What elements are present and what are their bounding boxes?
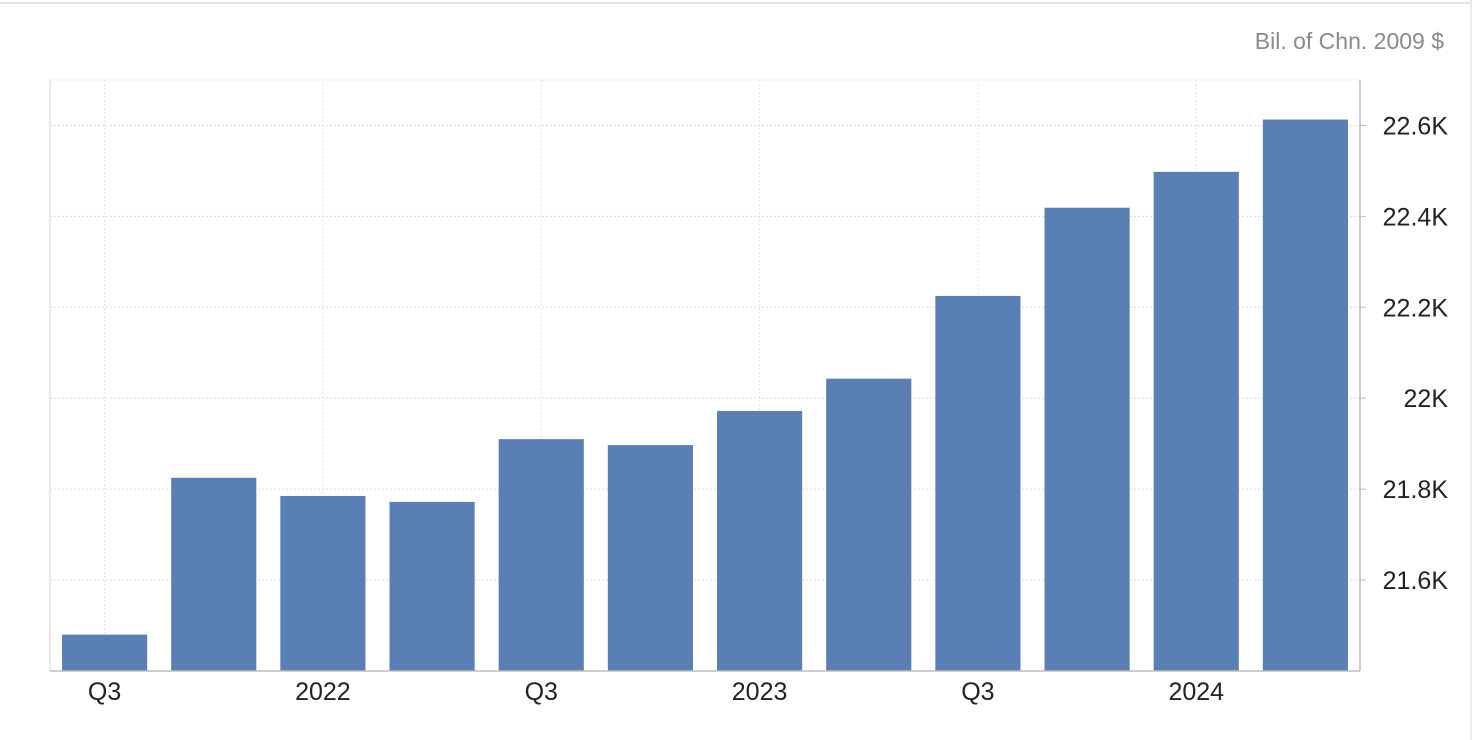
axes-layer: Q3 2022 Q3 2023 Q3 2024 21.6K 21.8K 22K 22.2K 22.4…	[50, 80, 1448, 706]
top-frame-border	[0, 0, 1472, 4]
right-frame-border	[1470, 0, 1472, 740]
y-tick-label: 22.6K	[1383, 112, 1449, 140]
bar-q2	[1262, 119, 1348, 672]
y-tick-label: 22.4K	[1383, 203, 1449, 231]
y-tick-label: 22K	[1404, 385, 1449, 413]
x-tick-label: Q3	[961, 678, 994, 706]
bar-2023	[717, 410, 803, 671]
bar-q2	[389, 501, 475, 671]
y-tick-label: 22.2K	[1383, 294, 1449, 322]
bar-2024	[1153, 171, 1239, 671]
x-tick-label: Q3	[88, 678, 121, 706]
y-tick-label: 21.8K	[1383, 476, 1449, 504]
y-tick-label: 21.6K	[1383, 567, 1449, 595]
bar-2022	[280, 495, 366, 671]
x-tick-label: 2023	[732, 678, 788, 706]
bar-q2	[826, 378, 912, 671]
bars-layer	[62, 119, 1348, 672]
bar-q4	[171, 477, 257, 671]
bar-q3	[498, 439, 584, 671]
bar-q4	[1044, 207, 1130, 671]
x-tick-label: 2022	[295, 678, 351, 706]
unit-label: Bil. of Chn. 2009 $	[1254, 28, 1444, 54]
x-tick-label: Q3	[525, 678, 558, 706]
x-tick-label: 2024	[1168, 678, 1224, 706]
bar-q3	[62, 634, 148, 671]
bar-q3	[935, 295, 1021, 671]
bar-q4	[607, 445, 693, 671]
